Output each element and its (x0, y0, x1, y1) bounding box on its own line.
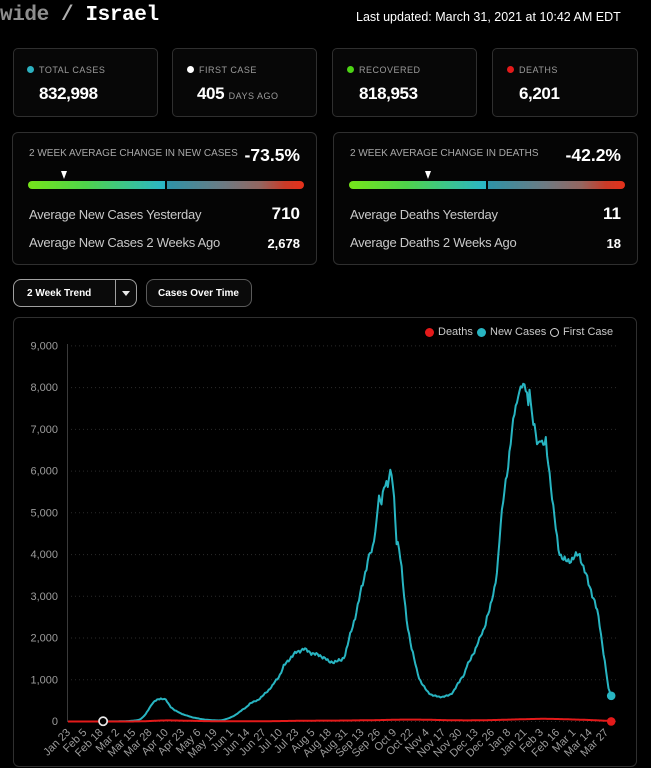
svg-text:5,000: 5,000 (30, 507, 58, 519)
svg-text:2,000: 2,000 (30, 633, 58, 645)
svg-text:3,000: 3,000 (30, 591, 58, 603)
svg-text:0: 0 (52, 716, 58, 728)
svg-text:4,000: 4,000 (30, 549, 58, 561)
svg-text:6,000: 6,000 (30, 466, 58, 478)
svg-text:9,000: 9,000 (30, 340, 58, 352)
svg-text:1,000: 1,000 (30, 674, 58, 686)
svg-text:8,000: 8,000 (30, 382, 58, 394)
svg-text:7,000: 7,000 (30, 424, 58, 436)
